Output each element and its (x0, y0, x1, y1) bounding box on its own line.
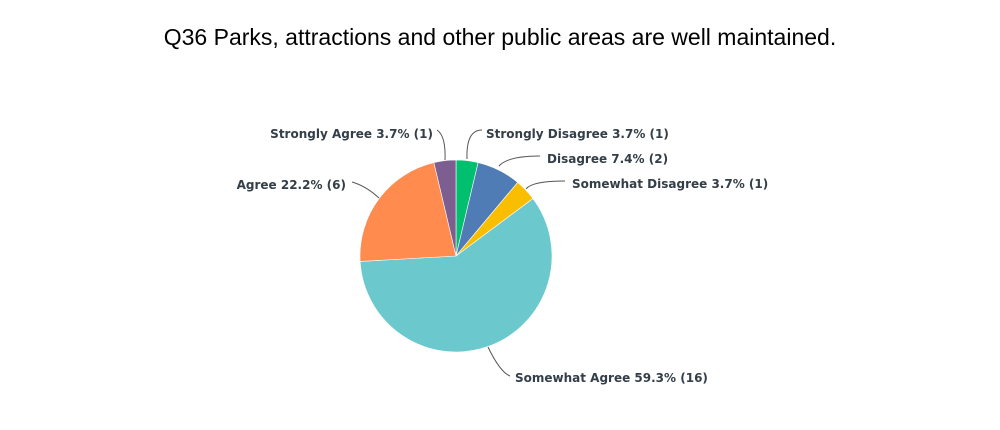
data-label-somewhat-agree: Somewhat Agree 59.3% (16) (515, 371, 708, 385)
data-label-agree: Agree 22.2% (6) (237, 178, 346, 192)
data-label-strongly-agree: Strongly Agree 3.7% (1) (270, 127, 433, 141)
leader-line-strongly-disagree (466, 129, 483, 160)
leader-line-disagree (498, 155, 541, 167)
leader-line-strongly-agree (436, 129, 446, 161)
leader-line-somewhat-disagree (525, 180, 566, 190)
data-label-somewhat-disagree: Somewhat Disagree 3.7% (1) (572, 177, 768, 191)
chart-title: Q36 Parks, attractions and other public … (163, 24, 837, 50)
data-label-strongly-disagree: Strongly Disagree 3.7% (1) (486, 127, 669, 141)
pie-slice-strongly-agree (433, 159, 457, 257)
data-label-disagree: Disagree 7.4% (2) (547, 152, 668, 166)
leader-line-agree (351, 181, 380, 199)
pie-slice-somewhat-agree (359, 198, 553, 353)
leader-line-somewhat-agree (487, 346, 511, 377)
pie-slice-agree (359, 162, 457, 262)
